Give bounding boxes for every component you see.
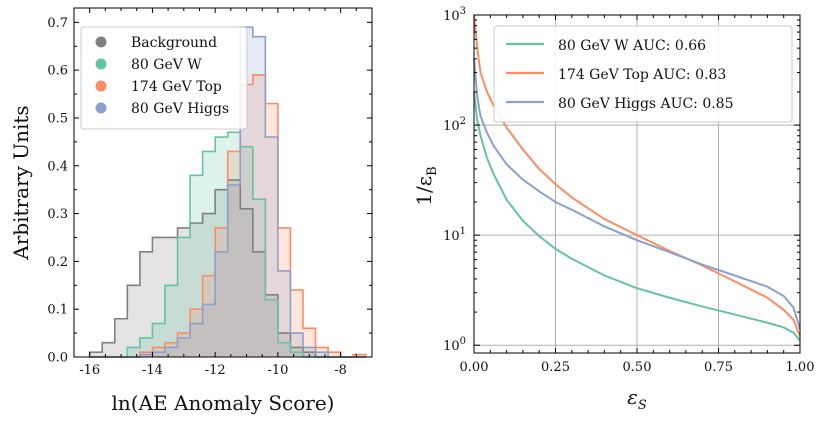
legend-label: 80 GeV Higgs	[131, 101, 229, 117]
legend-marker	[95, 102, 107, 114]
x-tick-label: 0.25	[541, 360, 570, 375]
x-tick-label: -8	[334, 363, 347, 378]
hist-step-background	[88, 179, 366, 358]
x-tick-label: 0.50	[623, 360, 652, 375]
legend-label: 80 GeV W	[131, 57, 202, 73]
legend-label: 80 GeV W AUC: 0.66	[558, 38, 706, 54]
histogram-panel: -16 -14 -12 -10 -8 0.0 0.1 0.2 0.3 0.4 0.5 0.6 0.7 ln…	[9, 7, 373, 415]
legend-label: 174 GeV Top AUC: 0.83	[558, 67, 726, 83]
y-tick-label: 101	[443, 226, 466, 244]
x-tick-label: -16	[79, 363, 100, 378]
curve-80-gev-higgs-auc-0-85	[473, 58, 801, 330]
legend-label: Background	[131, 35, 217, 51]
y-tick-label: 0.4	[47, 159, 68, 174]
roc-panel: 0.00 0.25 0.50 0.75 1.00 100 101 102 103 εS 1/εB 80…	[412, 6, 814, 413]
x-tick-label: -14	[142, 363, 163, 378]
curve-174-gev-top-auc-0-83	[473, 14, 801, 337]
x-tick-label: 1.00	[786, 360, 815, 375]
legend-box	[493, 25, 793, 123]
hist-step-80-gev-w	[89, 131, 366, 358]
y-tick-label: 0.5	[47, 111, 68, 126]
y-axis-label: 1/εB	[412, 166, 440, 205]
plot-frame	[73, 7, 373, 358]
y-tick-label: 0.1	[47, 303, 68, 318]
x-axis-label: εS	[627, 385, 647, 413]
legend-marker	[95, 80, 107, 92]
x-tick-label: 0.75	[704, 360, 733, 375]
y-tick-label: 102	[443, 116, 466, 134]
y-tick-label: 0.6	[47, 64, 68, 79]
legend-marker	[95, 58, 107, 70]
legend-marker	[95, 36, 107, 48]
y-tick-label: 103	[443, 6, 466, 24]
y-tick-label: 0.0	[47, 351, 68, 366]
legend-box	[80, 26, 248, 130]
curve-80-gev-w-auc-0-66	[473, 91, 801, 342]
legend-label: 174 GeV Top	[131, 79, 222, 95]
x-axis-label: ln(AE Anomaly Score)	[112, 391, 335, 415]
y-axis-label: Arbitrary Units	[9, 105, 33, 260]
x-tick-label: -10	[267, 363, 288, 378]
legend-label: 80 GeV Higgs AUC: 0.85	[558, 96, 734, 112]
y-tick-label: 0.7	[47, 16, 68, 31]
hist-fill-background	[89, 180, 366, 357]
y-tick-label: 0.3	[47, 207, 68, 222]
x-tick-label: 0.00	[460, 360, 489, 375]
x-tick-label: -12	[205, 363, 226, 378]
y-tick-label: 100	[443, 336, 466, 354]
y-tick-label: 0.2	[47, 255, 68, 270]
